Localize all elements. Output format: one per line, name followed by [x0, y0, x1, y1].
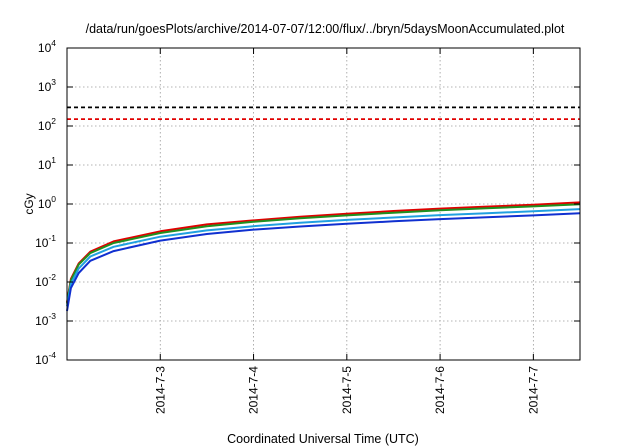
series-line [66, 203, 581, 304]
x-tick-label: 2014-7-4 [247, 366, 261, 414]
y-tick-label: 102 [38, 116, 56, 133]
y-tick-label: 103 [38, 77, 56, 94]
y-axis-label: cGy [22, 193, 36, 214]
x-tick-label: 2014-7-7 [526, 366, 540, 414]
reference-lines [67, 106, 580, 121]
series-lines [66, 201, 581, 312]
y-axis: 10-4 10-3 10-2 10-1 100 101 102 103 104 [35, 38, 580, 367]
y-tick-label: 10-1 [35, 233, 56, 250]
series-line [66, 208, 581, 307]
y-tick-label: 100 [38, 194, 56, 211]
series-line [66, 212, 581, 312]
y-tick-label: 101 [38, 155, 56, 172]
x-axis: 2014-7-3 2014-7-4 2014-7-5 2014-7-6 2014-7-7 [153, 48, 540, 414]
x-tick-label: 2014-7-6 [433, 366, 447, 414]
y-tick-label: 10-2 [35, 272, 56, 289]
x-tick-label: 2014-7-3 [153, 366, 167, 414]
y-tick-label: 104 [38, 38, 56, 55]
chart-title: /data/run/goesPlots/archive/2014-07-07/1… [86, 22, 565, 36]
x-tick-label: 2014-7-5 [340, 366, 354, 414]
x-axis-label: Coordinated Universal Time (UTC) [227, 432, 419, 446]
y-tick-label: 10-3 [35, 311, 56, 328]
grid [67, 48, 580, 360]
y-tick-label: 10-4 [35, 350, 56, 367]
